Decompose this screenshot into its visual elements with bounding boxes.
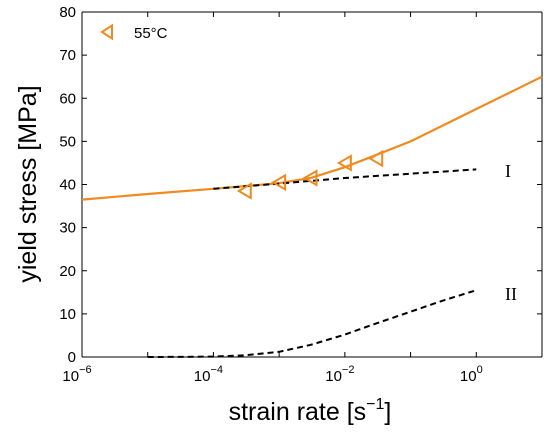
x-axis-title-main: strain rate [s — [229, 398, 367, 426]
y-tick-label: 80 — [59, 4, 76, 21]
y-tick-label: 0 — [68, 349, 76, 366]
x-tick-label: 100 — [460, 364, 483, 385]
y-tick-label: 60 — [59, 90, 76, 107]
annotation-I: I — [505, 161, 511, 181]
data-point-triangle-left — [368, 149, 384, 168]
x-tick-label: 10−6 — [62, 364, 91, 385]
y-tick-label: 40 — [59, 177, 76, 194]
annotation-II: II — [505, 284, 517, 304]
x-axis-title-suffix: ] — [384, 398, 391, 426]
y-ticks: 0 10 20 30 40 50 60 70 80 — [59, 4, 542, 366]
data-point-triangle-left — [271, 173, 287, 192]
y-tick-label: 20 — [59, 263, 76, 280]
y-tick-label: 30 — [59, 220, 76, 237]
legend-marker-triangle-left — [100, 23, 113, 41]
y-tick-label: 70 — [59, 47, 76, 64]
data-point-triangle-left — [336, 154, 352, 172]
x-tick-label: 10−4 — [194, 364, 223, 385]
data-point-triangle-left — [236, 182, 252, 200]
series-layer — [81, 75, 543, 358]
data-point-triangle-left — [302, 169, 318, 187]
x-axis-title-superscript: −1 — [366, 396, 384, 413]
y-tick-label: 50 — [59, 133, 76, 150]
series-line-1 — [81, 75, 543, 201]
plot-area — [82, 12, 542, 357]
x-ticks: 10−6 10−4 10−2 100 — [62, 12, 543, 385]
x-tick-label: 10−2 — [325, 364, 354, 385]
series-line-3 — [147, 289, 477, 358]
y-tick-label: 10 — [59, 306, 76, 323]
x-axis-title: strain rate [s−1] — [229, 396, 392, 426]
legend-label: 55°C — [134, 25, 168, 42]
legend: 55°C — [100, 23, 168, 42]
series-line-2 — [213, 168, 477, 190]
y-axis-title: yield stress [MPa] — [14, 85, 42, 282]
